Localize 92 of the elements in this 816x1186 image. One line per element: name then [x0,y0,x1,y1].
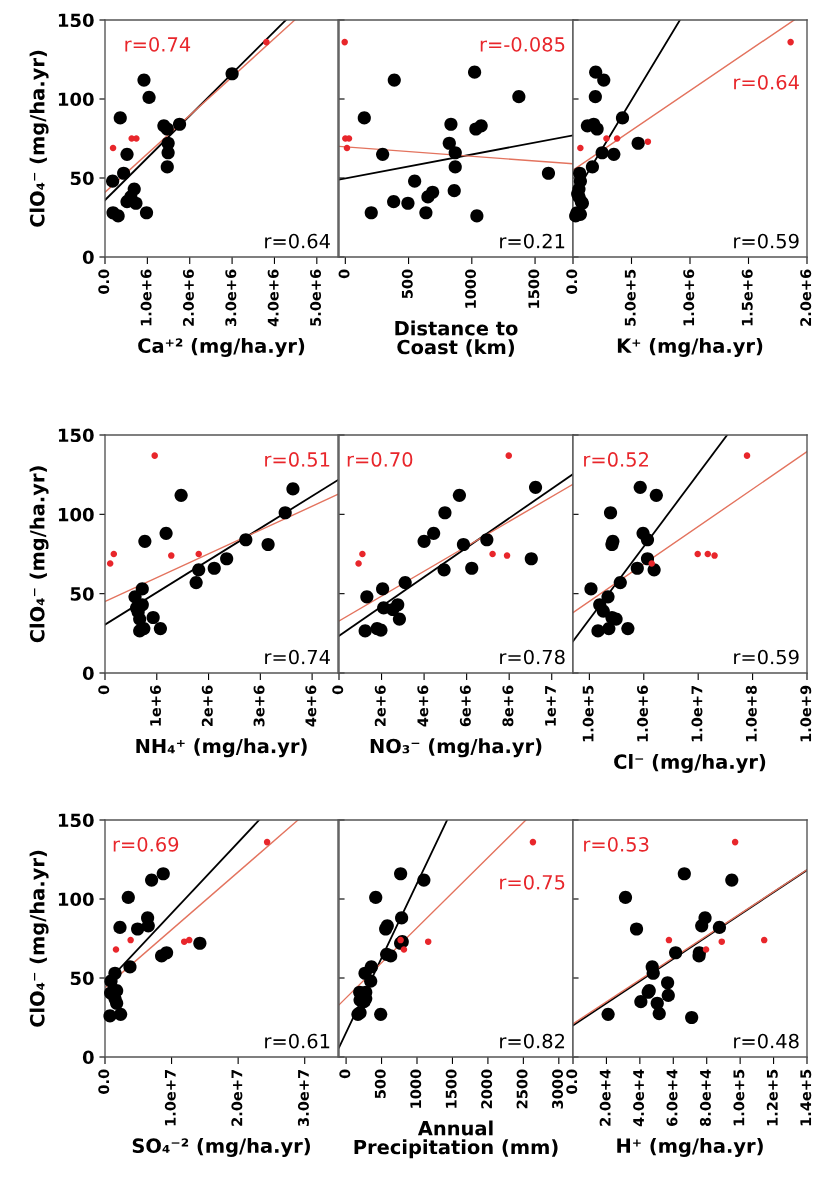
y-axis-title: ClO₄⁻ (mg/ha.yr) [29,466,49,643]
y-tick-label: 100 [58,892,94,907]
annotation: r=0.51 [265,452,330,467]
x-tick-label: 0.0 [566,269,578,294]
x-tick-label: 2.0e+6 [800,269,812,326]
annotation: r=0.21 [500,233,565,249]
x-tick-label: 6.0e+4 [666,1069,678,1126]
y-tick-label: 0 [82,250,94,265]
x-tick-label: 0 [338,269,350,279]
x-axis-title: Distance to Coast (km) [395,320,518,357]
x-tick-label: 3.0e+7 [297,1069,309,1126]
y-tick-label: 150 [58,813,94,828]
x-tick-label: 1500 [528,269,540,308]
annotation: r=0.70 [347,452,413,467]
x-tick-label: 1e+6 [149,685,162,726]
x-tick-label: 8.0e+4 [699,1069,711,1127]
x-tick-label: 1.0e+7 [691,685,703,742]
x-axis-title: Cl⁻ (mg/ha.yr) [614,754,766,773]
x-tick-label: 8e+6 [502,685,514,727]
y-tick-label: 50 [70,171,94,186]
x-tick-label: 1.0e+6 [636,685,649,742]
y-tick-label: 100 [58,92,94,107]
y-tick-label: 50 [70,971,94,986]
x-tick-label: 0.0 [98,269,110,294]
x-tick-label: 1.0e+6 [683,269,695,326]
annotation: r=0.78 [500,649,565,665]
x-axis-title: K⁺ (mg/ha.yr) [617,338,763,357]
x-tick-label: 1.0e+5 [733,1069,745,1126]
x-tick-label: 500 [401,269,413,299]
annotation: r=0.59 [734,233,799,249]
x-tick-label: 1.0e+9 [800,685,812,742]
x-tick-label: 500 [374,1069,386,1099]
x-tick-label: 1500 [445,1069,457,1108]
x-tick-label: 1.4e+5 [800,1069,812,1126]
x-tick-label: 0.0 [566,1069,578,1094]
x-tick-label: 5.0e+6 [310,269,322,326]
x-tick-label: 0 [339,1069,351,1079]
x-tick-label: 0 [332,685,344,695]
annotation: r=0.64 [265,233,330,249]
x-tick-label: 4e+6 [305,685,317,727]
x-tick-label: 1.0e+8 [745,685,757,742]
x-tick-label: 1.5e+6 [741,269,753,326]
x-axis-title: NO₃⁻ (mg/ha.yr) [370,738,542,758]
y-tick-label: 100 [58,507,94,522]
x-tick-label: 4.0e+6 [267,269,279,327]
annotation: r=0.82 [500,1033,565,1049]
x-tick-label: 3e+6 [253,685,265,727]
annotation: r=0.48 [734,1033,799,1049]
y-tick-label: 150 [58,428,94,443]
x-tick-label: 3.0e+6 [225,269,237,326]
x-tick-label: 1000 [410,1069,422,1108]
annotation: r=0.69 [113,837,179,852]
annotation: r=0.59 [734,649,799,665]
x-tick-label: 4.0e+4 [633,1069,645,1127]
y-axis-title: ClO₄⁻ (mg/ha.yr) [29,50,49,227]
annotation: r=-0.085 [480,37,565,52]
x-tick-label: 5.0e+5 [624,269,636,326]
x-axis-title: NH₄⁺ (mg/ha.yr) [136,738,307,758]
annotation: r=0.64 [734,74,799,90]
y-tick-label: 50 [70,587,94,601]
x-tick-label: 2.0e+4 [599,1069,611,1126]
x-tick-label: 1e+7 [545,685,556,726]
x-axis-title: H⁺ (mg/ha.yr) [617,1138,763,1157]
x-tick-label: 1.0e+5 [582,685,594,742]
annotation: r=0.61 [265,1033,330,1049]
x-tick-label: 3000 [552,1069,564,1109]
annotation: r=0.52 [584,452,648,467]
x-tick-label: 2.0e+7 [231,1069,243,1126]
x-tick-label: 0.0 [98,1069,110,1094]
y-tick-label: 0 [82,666,94,681]
x-tick-label: 2000 [481,1069,493,1109]
x-axis-title: Ca⁺² (mg/ha.yr) [138,338,305,357]
x-axis-title: Annual Precipitation (mm) [354,1120,558,1159]
x-tick-label: 4e+6 [417,685,429,727]
x-tick-label: 6e+6 [459,685,471,727]
annotation: r=0.75 [500,874,565,890]
annotation: r=0.74 [265,649,330,665]
annotation: r=0.53 [584,837,649,852]
x-axis-title: SO₄⁻² (mg/ha.yr) [132,1138,310,1157]
x-tick-label: 2.0e+6 [182,269,194,326]
y-tick-label: 150 [58,13,94,28]
x-tick-label: 0 [98,685,110,695]
y-tick-label: 0 [82,1050,94,1065]
x-tick-label: 1.0e+7 [164,1069,176,1126]
x-tick-label: 2e+6 [201,685,213,727]
x-tick-label: 2500 [516,1069,528,1109]
x-tick-label: 2e+6 [374,685,386,727]
annotation: r=0.74 [125,37,191,52]
x-tick-label: 1000 [465,269,477,308]
x-tick-label: 1.0e+6 [140,269,152,326]
x-tick-label: 1.2e+5 [766,1069,778,1126]
y-axis-title: ClO₄⁻ (mg/ha.yr) [29,850,49,1027]
